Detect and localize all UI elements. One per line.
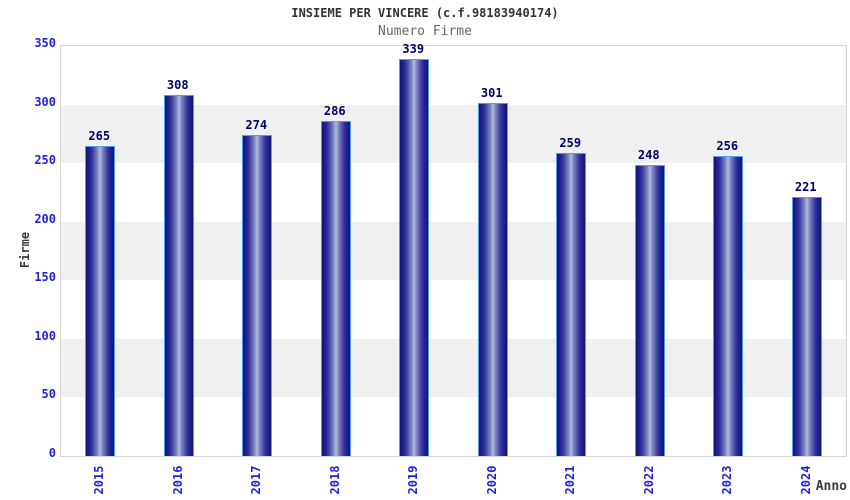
bar xyxy=(556,152,587,456)
x-tick-label: 2018 xyxy=(327,465,342,495)
bar xyxy=(320,120,351,456)
y-tick-label: 350 xyxy=(34,36,56,50)
y-tick-label: 50 xyxy=(41,387,56,402)
x-tick-label: 2022 xyxy=(641,465,656,495)
x-tick-label: 2021 xyxy=(563,465,578,495)
bar xyxy=(85,145,116,456)
y-tick-label: 150 xyxy=(34,270,56,285)
chart-title: INSIEME PER VINCERE (c.f.98183940174) xyxy=(291,6,559,20)
x-tick-label: 2017 xyxy=(249,465,264,495)
x-tick-label: 2023 xyxy=(720,465,735,495)
y-tick-label: 250 xyxy=(34,153,56,168)
bar xyxy=(399,58,430,456)
bar-value-label: 248 xyxy=(637,148,660,163)
bar-value-label: 259 xyxy=(559,135,582,150)
bar-value-label: 221 xyxy=(794,180,817,195)
bar xyxy=(791,197,822,456)
x-tick-label: 2020 xyxy=(484,465,499,495)
grid-band xyxy=(61,46,846,105)
bar xyxy=(713,156,744,456)
bar-value-label: 339 xyxy=(402,41,425,56)
chart-subtitle: Numero Firme xyxy=(378,24,472,39)
x-tick-label: 2019 xyxy=(406,465,421,495)
x-tick-label: 2015 xyxy=(92,465,107,495)
bar xyxy=(634,165,665,456)
bar xyxy=(163,95,194,456)
x-tick-label: 2024 xyxy=(798,465,813,495)
bar xyxy=(242,135,273,456)
bar-value-label: 308 xyxy=(166,78,189,93)
bar-value-label: 265 xyxy=(88,128,111,143)
plot-area xyxy=(60,45,847,457)
bar xyxy=(477,103,508,456)
y-tick-label: 0 xyxy=(48,446,56,460)
bar-value-label: 286 xyxy=(323,103,346,118)
y-tick-label: 300 xyxy=(34,94,56,109)
bar-value-label: 274 xyxy=(245,118,268,133)
y-tick-label: 200 xyxy=(34,211,56,226)
bar-value-label: 301 xyxy=(480,86,503,101)
bar-value-label: 256 xyxy=(716,139,739,154)
y-tick-label: 100 xyxy=(34,328,56,343)
x-tick-label: 2016 xyxy=(170,465,185,495)
x-axis-label: Anno xyxy=(815,479,847,494)
